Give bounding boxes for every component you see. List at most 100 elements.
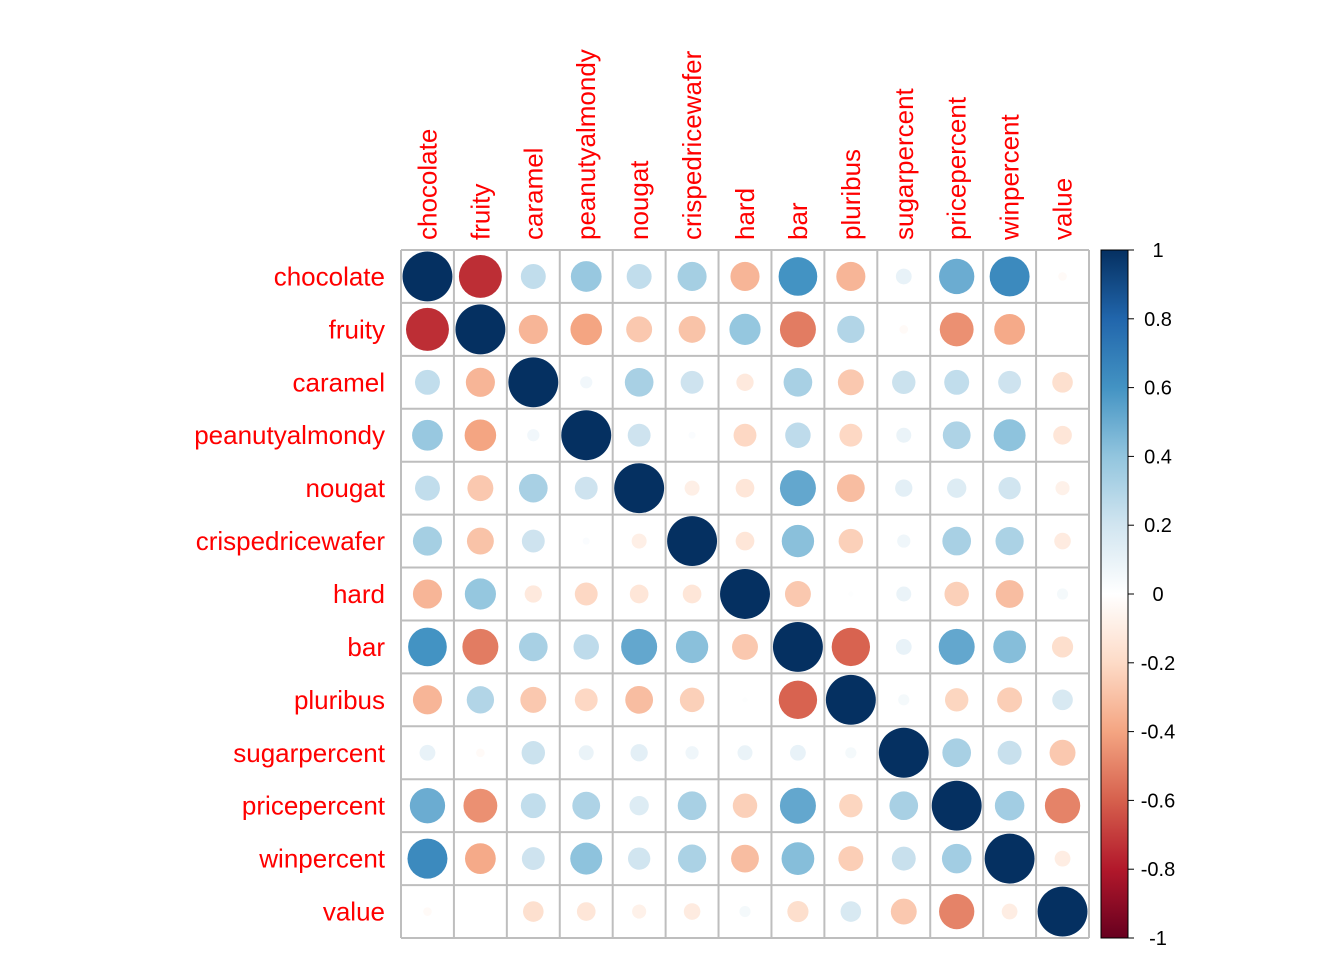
corr-circle-nougat-pricepercent <box>947 478 967 498</box>
row-label-crispedricewafer: crispedricewafer <box>196 526 386 556</box>
corr-circle-fruity-nougat <box>626 316 653 343</box>
corr-circle-nougat-fruity <box>467 475 494 502</box>
corr-circle-fruity-hard <box>729 313 761 345</box>
corr-circle-bar-peanutyalmondy <box>573 634 599 660</box>
corr-circle-winpercent-bar <box>781 842 815 875</box>
corr-circle-peanutyalmondy-caramel <box>527 429 540 442</box>
corr-circle-winpercent-nougat <box>627 847 651 870</box>
colorbar: 1 0.8 0.6 0.4 0.2 0 -0.2 -0.4 -0.6 -0.8 -1 <box>1100 240 1175 950</box>
corr-circle-chocolate-nougat <box>626 263 652 289</box>
corr-circle-peanutyalmondy-peanutyalmondy <box>561 410 612 461</box>
corr-circle-winpercent-value <box>1054 850 1071 867</box>
corr-circle-hard-nougat <box>629 584 649 604</box>
colorbar-tick-label: 0.4 <box>1144 446 1172 468</box>
corr-circle-peanutyalmondy-chocolate <box>412 419 443 451</box>
colorbar-tick-label: 0 <box>1152 584 1163 606</box>
corr-circle-crispedricewafer-hard <box>735 531 755 551</box>
corr-circle-pluribus-nougat <box>625 685 654 714</box>
corr-circle-fruity-chocolate <box>405 307 449 351</box>
corr-circle-bar-pluribus <box>831 627 871 667</box>
corr-circle-pricepercent-pluribus <box>839 793 863 818</box>
corr-circle-pricepercent-hard <box>732 793 758 818</box>
correlation-circles <box>402 251 1088 937</box>
corr-circle-nougat-sugarpercent <box>895 479 913 497</box>
corr-circle-caramel-pricepercent <box>944 369 970 395</box>
corr-circle-hard-crispedricewafer <box>682 584 702 604</box>
corr-circle-chocolate-bar <box>778 257 818 296</box>
corr-circle-caramel-peanutyalmondy <box>580 376 593 389</box>
column-label-winpercent: winpercent <box>995 113 1025 241</box>
corr-circle-hard-bar <box>784 581 811 607</box>
corr-circle-sugarpercent-bar <box>790 744 806 761</box>
corr-circle-crispedricewafer-fruity <box>466 527 494 555</box>
row-label-bar: bar <box>347 632 385 662</box>
corr-circle-value-winpercent <box>1001 903 1018 920</box>
corr-circle-nougat-value <box>1055 481 1070 496</box>
colorbar-tick-label: 0.2 <box>1144 515 1172 537</box>
corr-circle-fruity-pluribus <box>837 315 865 344</box>
corr-circle-value-crispedricewafer <box>683 903 701 920</box>
row-label-pricepercent: pricepercent <box>242 791 386 821</box>
corr-circle-fruity-crispedricewafer <box>678 315 706 343</box>
corr-circle-hard-peanutyalmondy <box>574 582 598 606</box>
corr-circle-bar-nougat <box>621 628 658 665</box>
row-label-fruity: fruity <box>329 314 385 344</box>
corr-circle-pricepercent-nougat <box>629 796 649 816</box>
corr-circle-value-pluribus <box>840 901 862 922</box>
colorbar-tick-label: -1 <box>1149 928 1167 950</box>
corr-circle-pluribus-caramel <box>520 686 547 713</box>
column-labels: chocolate fruity caramel peanutyalmondy noug… <box>412 49 1077 241</box>
corr-circle-winpercent-crispedricewafer <box>677 844 707 873</box>
column-label-pricepercent: pricepercent <box>942 96 972 240</box>
row-label-sugarpercent: sugarpercent <box>233 738 386 768</box>
column-label-fruity: fruity <box>465 184 495 240</box>
corr-circle-caramel-value <box>1052 372 1073 393</box>
corr-circle-peanutyalmondy-fruity <box>464 419 497 452</box>
corr-circle-pluribus-winpercent <box>997 687 1023 713</box>
corr-circle-fruity-peanutyalmondy <box>570 313 603 346</box>
corr-circle-pricepercent-chocolate <box>409 788 446 824</box>
corr-circle-crispedricewafer-pricepercent <box>942 526 972 556</box>
colorbar-tick-label: 1 <box>1152 240 1163 262</box>
corr-circle-hard-pluribus <box>848 591 854 597</box>
corr-circle-value-hard <box>739 905 751 918</box>
corr-circle-hard-hard <box>720 569 770 619</box>
row-label-caramel: caramel <box>293 367 385 397</box>
corr-circle-peanutyalmondy-pricepercent <box>942 421 971 450</box>
corr-circle-bar-value <box>1051 636 1074 658</box>
corr-circle-fruity-winpercent <box>994 313 1026 345</box>
corr-circle-bar-crispedricewafer <box>675 630 709 664</box>
corr-circle-nougat-winpercent <box>998 476 1021 500</box>
corr-circle-sugarpercent-pluribus <box>845 747 857 759</box>
row-label-winpercent: winpercent <box>258 844 386 874</box>
corr-circle-bar-caramel <box>518 632 548 662</box>
row-label-nougat: nougat <box>305 473 385 503</box>
row-label-peanutyalmondy: peanutyalmondy <box>194 420 385 450</box>
column-label-peanutyalmondy: peanutyalmondy <box>571 49 601 240</box>
corr-circle-peanutyalmondy-pluribus <box>839 423 863 447</box>
corr-circle-pluribus-chocolate <box>412 685 443 715</box>
corr-circle-hard-fruity <box>464 578 496 610</box>
column-label-bar: bar <box>783 202 813 240</box>
corr-circle-peanutyalmondy-value <box>1053 425 1072 445</box>
row-label-hard: hard <box>333 579 385 609</box>
corr-circle-bar-pricepercent <box>938 628 975 665</box>
corr-circle-peanutyalmondy-sugarpercent <box>896 427 912 443</box>
column-label-caramel: caramel <box>518 148 548 240</box>
corr-circle-bar-chocolate <box>408 627 447 667</box>
corr-circle-chocolate-sugarpercent <box>895 268 912 285</box>
corr-circle-caramel-sugarpercent <box>892 370 916 395</box>
corr-circle-peanutyalmondy-nougat <box>627 423 651 447</box>
corr-circle-winpercent-fruity <box>464 843 496 875</box>
corr-circle-chocolate-fruity <box>458 254 502 298</box>
corr-circle-sugarpercent-fruity <box>476 748 485 758</box>
corr-circle-winpercent-winpercent <box>984 833 1035 884</box>
corr-circle-nougat-chocolate <box>414 475 440 501</box>
colorbar-gradient <box>1100 249 1129 939</box>
corr-circle-hard-chocolate <box>412 579 443 609</box>
corr-circle-pricepercent-caramel <box>520 793 546 819</box>
corr-circle-sugarpercent-hard <box>737 745 753 761</box>
corr-circle-value-bar <box>787 900 809 923</box>
corr-circle-winpercent-pluribus <box>838 846 864 872</box>
corr-circle-crispedricewafer-crispedricewafer <box>667 516 718 567</box>
